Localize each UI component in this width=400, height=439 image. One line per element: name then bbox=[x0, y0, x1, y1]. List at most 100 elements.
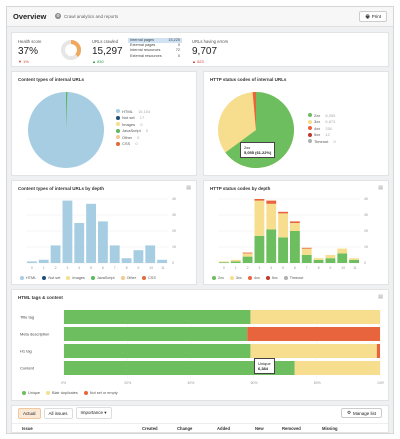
legend-item[interactable]: 3xx 6,873 bbox=[308, 119, 336, 126]
bar-2xx bbox=[242, 256, 253, 263]
bar-4xx bbox=[290, 221, 300, 223]
legend-item[interactable]: Other 0 bbox=[116, 134, 150, 141]
legend-item[interactable]: 4xx 250 bbox=[308, 125, 336, 132]
importance-dropdown[interactable]: Importance ▾ bbox=[75, 407, 112, 419]
bar-html bbox=[121, 258, 132, 263]
legend-item[interactable]: CSS 0 bbox=[116, 141, 150, 148]
x-tick-label: 4 bbox=[270, 266, 272, 270]
segment-duplicates bbox=[250, 310, 380, 324]
legend-item[interactable]: Timeout 0 bbox=[308, 138, 336, 145]
legend-item[interactable]: HTML 15,154 bbox=[116, 108, 150, 115]
tab-all-issues[interactable]: All issues bbox=[43, 407, 73, 419]
segment-unique bbox=[64, 327, 248, 341]
x-tick-label: 5 bbox=[282, 266, 284, 270]
x-tick-label: 2 bbox=[55, 266, 57, 270]
table-row[interactable]: External pages 0 bbox=[130, 43, 180, 48]
status-codes-legend: 2xx 8,355 3xx 6,873 4xx 250 5xx 12 Timeo… bbox=[308, 112, 336, 145]
urls-errors: URLs having errors 9,707 ▲ 523 bbox=[192, 39, 229, 64]
segment-duplicates bbox=[250, 344, 377, 358]
legend-item[interactable]: 2xx 8,355 bbox=[308, 112, 336, 119]
bar-html bbox=[109, 245, 120, 263]
printer-icon: 🖶 bbox=[365, 14, 370, 19]
gear-icon: ⚙ bbox=[346, 410, 351, 415]
segment-empty bbox=[247, 327, 380, 341]
print-button[interactable]: 🖶 Print bbox=[359, 11, 387, 22]
bar-html bbox=[27, 261, 37, 263]
bar-3xx bbox=[230, 259, 241, 262]
legend-item[interactable]: Not set 17 bbox=[116, 115, 150, 122]
y-tick-label: 0 bbox=[172, 261, 174, 265]
x-tick-label: 0 bbox=[31, 266, 33, 270]
bar-3xx bbox=[266, 203, 277, 230]
depth-types-legend: HTML Not set Images JavaScript Other CSS bbox=[20, 276, 156, 280]
bar-html bbox=[86, 203, 96, 263]
pie-slice-4xx bbox=[252, 91, 256, 130]
depth-status-chart: 4K 3K 2K 1K 0 0 1 2 3 4 5 6 7 8 9 10 11 bbox=[218, 197, 369, 270]
depth-types-card: Content types of internal URLs by depth … bbox=[11, 180, 197, 285]
bar-2xx bbox=[266, 229, 277, 263]
subtitle: ⚙ Crawl analytics and reports bbox=[55, 13, 118, 19]
x-tick-label: 60% bbox=[251, 381, 258, 385]
gear-icon[interactable]: ⚙ bbox=[55, 13, 61, 19]
col-issue: Issue bbox=[22, 426, 33, 431]
top-bar: Overview ⚙ Crawl analytics and reports 🖶… bbox=[7, 7, 393, 27]
bar-html bbox=[145, 245, 156, 263]
x-tick-label: 1 bbox=[235, 266, 237, 270]
bar-3xx bbox=[242, 253, 253, 257]
bar-2xx bbox=[301, 255, 312, 263]
y-tick-label: 1K bbox=[172, 245, 177, 249]
manage-list-button[interactable]: ⚙ Manage list bbox=[340, 408, 382, 418]
x-tick-label: 2 bbox=[247, 266, 249, 270]
table-row[interactable]: Internal resources 72 bbox=[130, 48, 180, 53]
x-tick-label: 0 bbox=[223, 266, 225, 270]
x-tick-label: 8 bbox=[318, 266, 320, 270]
table-row[interactable]: Internal pages 15,225 bbox=[128, 38, 182, 44]
depth-types-chart: 4K 3K 2K 1K 0 0 1 2 3 4 5 6 7 8 9 10 11 bbox=[26, 197, 177, 270]
pie-slice-other bbox=[66, 92, 68, 130]
x-tick-label: 10 bbox=[341, 266, 345, 270]
x-tick-label: 8 bbox=[126, 266, 128, 270]
stats-card: Health score 37% ▼ 1% URLs crawled 15,29… bbox=[11, 32, 389, 67]
bar-html bbox=[157, 259, 167, 263]
x-tick-label: 11 bbox=[161, 266, 165, 270]
bar-html bbox=[74, 223, 85, 263]
bar-3xx bbox=[219, 261, 229, 263]
legend-item[interactable]: JavaScript 0 bbox=[116, 128, 150, 135]
bar-4xx bbox=[301, 247, 312, 249]
x-tick-label: 80% bbox=[314, 381, 321, 385]
subtitle-text: Crawl analytics and reports bbox=[64, 13, 119, 19]
content-types-pie bbox=[28, 92, 104, 168]
chart-settings-icon[interactable]: ▤ bbox=[378, 185, 383, 191]
x-tick-label: 6 bbox=[294, 266, 296, 270]
x-tick-label: 20% bbox=[124, 381, 131, 385]
bar-4xx bbox=[254, 199, 265, 201]
notset-dot bbox=[116, 115, 120, 120]
x-tick-label: 3 bbox=[66, 266, 68, 270]
y-tick-label: 3K bbox=[364, 213, 369, 217]
legend-item[interactable]: Images 0 bbox=[116, 121, 150, 128]
chart-settings-icon[interactable]: ▤ bbox=[186, 185, 191, 191]
bar-4xx bbox=[266, 200, 277, 204]
bar-3xx bbox=[313, 258, 324, 260]
urls-crawled: URLs crawled 15,297 ▲ 830 bbox=[92, 39, 123, 64]
health-score: Health score 37% ▼ 1% bbox=[18, 39, 42, 64]
y-tick-label: 2K bbox=[364, 229, 369, 233]
bar-html bbox=[62, 200, 73, 263]
chart-settings-icon[interactable]: ▤ bbox=[378, 294, 383, 300]
bar-2xx bbox=[325, 258, 336, 263]
y-tick-label: 1K bbox=[364, 245, 369, 249]
tags-legend: Unique Blair duplicates Not set or empty bbox=[22, 391, 118, 395]
html-dot bbox=[116, 109, 120, 114]
x-tick-label: 3 bbox=[258, 266, 260, 270]
bar-html bbox=[98, 221, 108, 263]
pie-tooltip: 2xx 5,055 (61.22%) bbox=[240, 142, 276, 158]
bar-html bbox=[133, 250, 144, 263]
x-tick-label: 7 bbox=[306, 266, 308, 270]
y-tick-label: 3K bbox=[172, 213, 177, 217]
y-tick-label: 2K bbox=[172, 229, 177, 233]
table-row[interactable]: External resources 0 bbox=[130, 53, 180, 58]
bar-3xx bbox=[290, 223, 300, 231]
bar-3xx bbox=[325, 255, 336, 259]
legend-item[interactable]: 5xx 12 bbox=[308, 132, 336, 139]
tab-actual[interactable]: Actual bbox=[18, 407, 41, 419]
